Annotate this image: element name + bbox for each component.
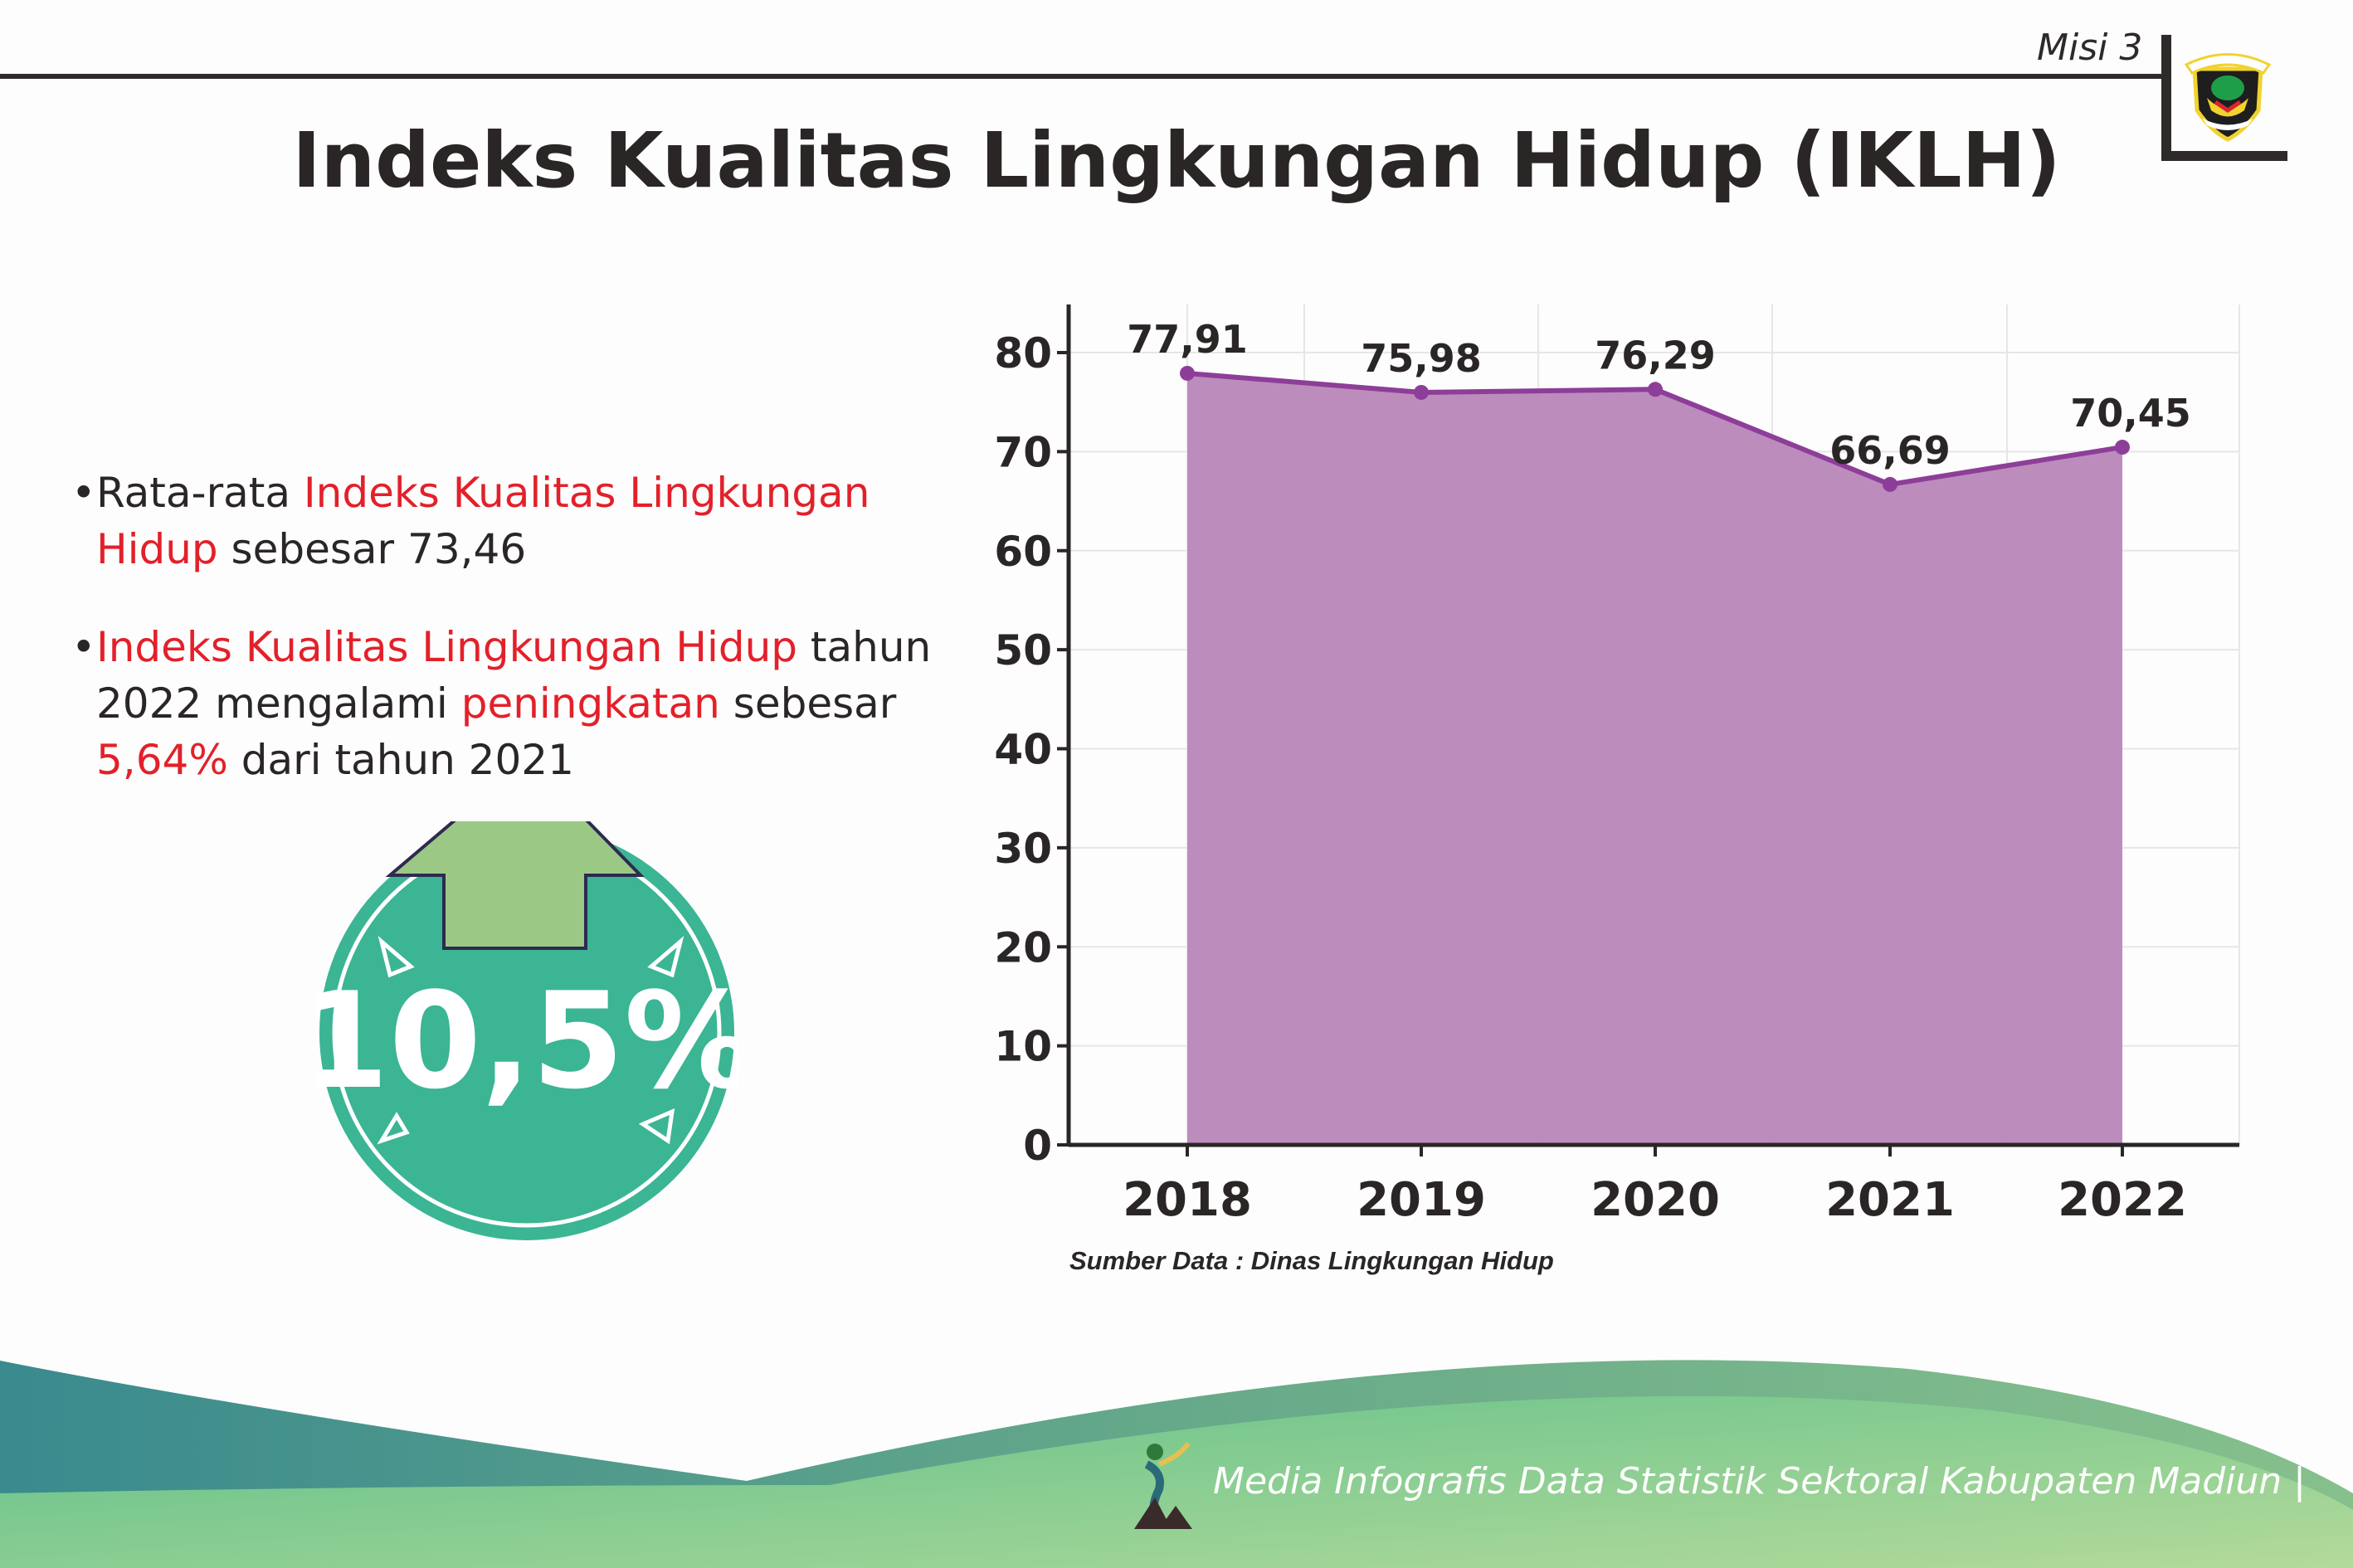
bullet-text: dari tahun 2021 (227, 736, 574, 784)
data-point (1180, 365, 1195, 381)
data-label: 75,98 (1361, 336, 1482, 381)
x-tick-label: 2020 (1591, 1173, 1720, 1227)
page-title: Indeks Kualitas Lingkungan Hidup (IKLH) (292, 116, 2061, 205)
badge-circle (319, 825, 734, 1240)
header-rule (0, 74, 2165, 79)
data-point (2115, 440, 2130, 455)
footer-caption: Media Infografis Data Statistik Sektoral… (1213, 1460, 2306, 1502)
kabupaten-madiun-logo (2184, 53, 2272, 142)
data-label: 76,29 (1595, 333, 1716, 377)
x-tick-label: 2018 (1123, 1173, 1252, 1227)
header-bracket (2161, 35, 2287, 161)
x-tick-label: 2021 (1825, 1173, 1955, 1227)
data-point (1648, 382, 1663, 397)
data-source: Sumber Data : Dinas Lingkungan Hidup (1069, 1246, 1554, 1275)
area-fill (1187, 373, 2122, 1146)
x-tick-label: 2019 (1357, 1173, 1486, 1227)
y-tick-label: 60 (994, 528, 1052, 576)
y-tick-label: 20 (994, 923, 1052, 971)
bullet-text: Rata-rata (96, 469, 304, 517)
up-arrow-icon (385, 821, 645, 950)
y-tick-label: 0 (1023, 1122, 1052, 1170)
bullet-highlight: Indeks Kualitas Lingkungan Hidup (96, 469, 870, 573)
y-tick-label: 10 (994, 1023, 1052, 1071)
sparkle-icons (377, 935, 684, 1145)
bullet-text: sebesar (719, 679, 897, 728)
data-label: 77,91 (1127, 317, 1248, 362)
bullet-highlight: Indeks Kualitas Lingkungan Hidup (96, 623, 798, 671)
growth-badge: 10,5% (315, 821, 738, 1240)
mission-label: Misi 3 (2037, 27, 2143, 69)
y-tick-label: 80 (994, 329, 1052, 377)
y-tick-label: 50 (994, 626, 1052, 674)
bullet-text: tahun 2022 mengalami (96, 623, 932, 728)
bullet-text: sebesar 73,46 (217, 525, 527, 573)
data-label: 66,69 (1829, 428, 1951, 473)
x-tick-label: 2022 (2058, 1173, 2187, 1227)
data-point (1883, 476, 1898, 492)
bullet-highlight: peningkatan (460, 679, 720, 728)
media-infografis-logo (1134, 1442, 1192, 1529)
y-tick-label: 30 (994, 825, 1052, 873)
bullet-highlight: 5,64% (96, 736, 228, 784)
y-tick-label: 70 (994, 428, 1052, 476)
y-tick-label: 40 (994, 726, 1052, 774)
summary-bullets: Rata-rata Indeks Kualitas Lingkungan Hid… (71, 465, 946, 830)
bullet-average: Rata-rata Indeks Kualitas Lingkungan Hid… (71, 465, 946, 577)
badge-value: 10,5% (315, 963, 738, 1118)
bullet-increase: Indeks Kualitas Lingkungan Hidup tahun 2… (71, 619, 946, 788)
data-point (1414, 384, 1429, 400)
data-label: 70,45 (2070, 391, 2191, 436)
